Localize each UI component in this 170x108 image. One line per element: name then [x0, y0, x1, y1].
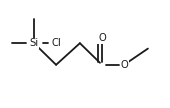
Text: Si: Si	[29, 38, 39, 48]
Text: O: O	[98, 33, 106, 43]
Text: O: O	[120, 60, 128, 70]
Text: Cl: Cl	[51, 38, 61, 48]
